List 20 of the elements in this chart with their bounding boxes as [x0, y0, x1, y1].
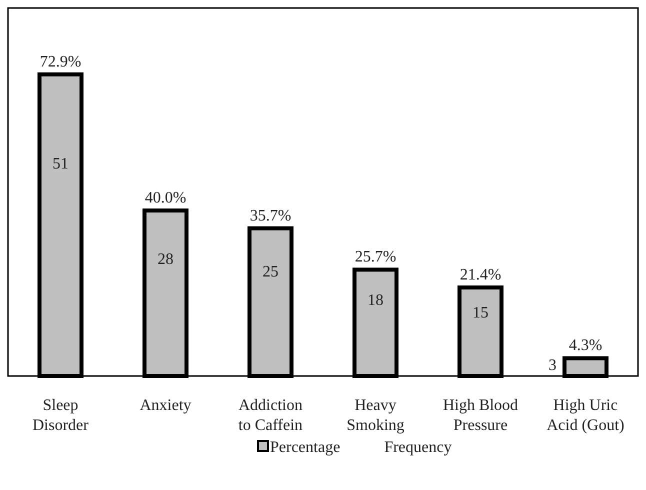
data-label: 35.7% — [250, 207, 292, 224]
text: Frequency — [384, 439, 452, 456]
x-tick-label: Heavy Smoking — [346, 397, 404, 434]
x-tick-label: High Uric Acid (Gout) — [546, 397, 624, 434]
x-tick-label: Anxiety — [140, 397, 192, 414]
x-tick-label: High Blood Pressure — [442, 397, 518, 434]
annotation: 15 — [472, 304, 488, 322]
legend-label: Percentage — [270, 439, 340, 456]
annotation: 28 — [158, 250, 174, 268]
data-label: 40.0% — [144, 189, 186, 206]
annotation: 25 — [262, 263, 278, 280]
data-label: 25.7% — [354, 248, 396, 266]
annotation: 51 — [52, 156, 68, 173]
data-label: 21.4% — [460, 266, 502, 284]
x-tick-label: Addiction to Caffein — [238, 397, 303, 434]
annotation: 18 — [368, 292, 384, 310]
annotation: 3 — [548, 357, 556, 374]
x-tick-label: Sleep Disorder — [32, 397, 90, 434]
data-label: 72.9% — [40, 53, 82, 70]
data-label: 4.3% — [568, 337, 602, 354]
